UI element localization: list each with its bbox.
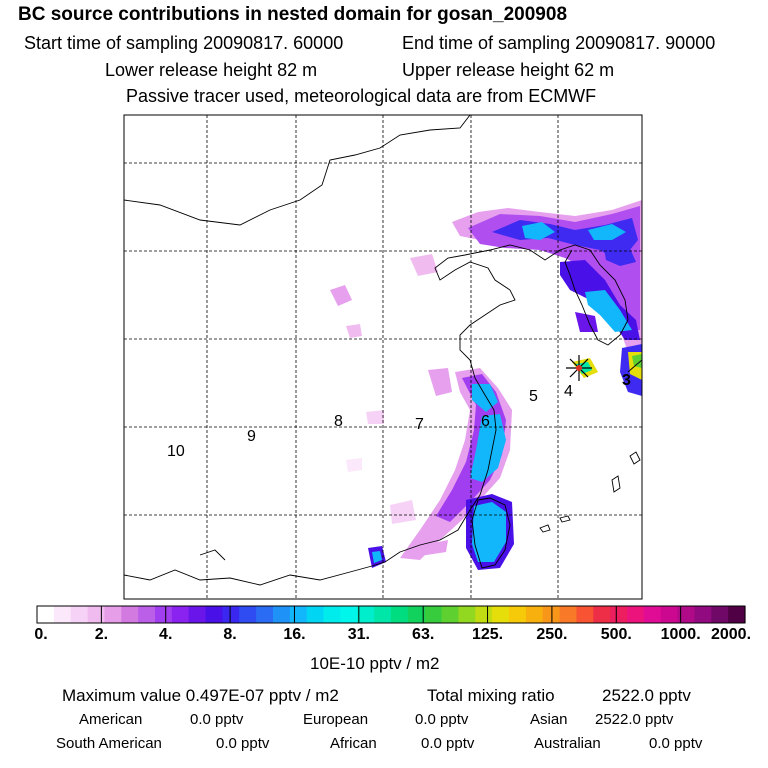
asian-label: Asian <box>530 711 568 728</box>
region-label: 9 <box>247 428 256 445</box>
region-label: 7 <box>415 416 424 433</box>
colorbar-cell <box>239 606 257 623</box>
african-label: African <box>330 735 377 752</box>
colorbar-tick-label: 125. <box>471 626 504 643</box>
colorbar-cell <box>660 606 679 623</box>
colorbar-cell <box>340 606 358 623</box>
colorbar-cell <box>525 606 544 623</box>
colorbar-cell <box>222 606 240 623</box>
colorbar-cell <box>677 606 696 623</box>
colorbar-cell <box>171 606 190 623</box>
colorbar-cell <box>559 606 578 623</box>
colorbar-units: 10E-10 pptv / m2 <box>310 654 440 673</box>
region-label: 4 <box>564 383 573 400</box>
end-time: End time of sampling 20090817. 90000 <box>402 33 716 53</box>
colorbar-cell <box>643 606 662 623</box>
plot-title: BC source contributions in nested domain… <box>18 4 568 25</box>
colorbar-tick-label: 2. <box>94 626 109 643</box>
colorbar-cell <box>424 606 443 623</box>
region-label: 8 <box>334 413 343 430</box>
colorbar-cell <box>627 606 645 623</box>
region-label: 10 <box>167 443 185 460</box>
region-labels: 10 9 8 7 6 5 4 3 <box>167 372 631 460</box>
colorbar-cell <box>155 606 173 623</box>
european-value: 0.0 pptv <box>415 711 469 728</box>
colorbar-tick-label: 500. <box>600 626 632 643</box>
american-label: American <box>79 711 143 728</box>
colorbar-cell <box>289 606 308 623</box>
colorbar-cell <box>87 606 106 623</box>
graticule <box>124 115 642 599</box>
colorbar-cell <box>441 606 460 623</box>
colorbar-cell <box>576 606 594 623</box>
upper-release-height: Upper release height 62 m <box>402 60 615 80</box>
asian-value: 2522.0 pptv <box>595 711 674 728</box>
colorbar-cell <box>458 606 476 623</box>
colorbar-cell <box>391 606 409 623</box>
colorbar-cell <box>728 606 746 623</box>
colorbar-cell <box>593 606 611 623</box>
australian-label: Australian <box>534 735 601 752</box>
colorbar-cells <box>37 606 746 623</box>
south-american-value: 0.0 pptv <box>216 735 270 752</box>
colorbar-cell <box>37 606 55 623</box>
total-mixing-label: Total mixing ratio <box>427 686 555 705</box>
colorbar-tick-label: 0. <box>34 626 48 643</box>
max-value: Maximum value 0.497E-07 pptv / m2 <box>62 686 339 705</box>
european-label: European <box>303 711 369 728</box>
colorbar-cell <box>509 606 527 623</box>
australian-value: 0.0 pptv <box>649 735 703 752</box>
lower-release-height: Lower release height 82 m <box>105 60 318 80</box>
colorbar-cell <box>256 606 274 623</box>
colorbar-tick-label: 16. <box>283 626 306 643</box>
colorbar-tick-label: 250. <box>536 626 568 643</box>
colorbar-cell <box>323 606 342 623</box>
colorbar-cell <box>121 606 139 623</box>
tracer-note: Passive tracer used, meteorological data… <box>126 86 597 106</box>
map-frame <box>123 114 643 600</box>
receptor-marker <box>566 355 592 381</box>
colorbar-cell <box>273 606 291 623</box>
colorbar-cell <box>138 606 156 623</box>
colorbar-cell <box>306 606 325 623</box>
colorbar-cell <box>53 606 72 623</box>
african-value: 0.0 pptv <box>421 735 475 752</box>
colorbar-tick-label: 8. <box>223 626 237 643</box>
region-label: 5 <box>529 388 538 405</box>
colorbar-tick-label: 4. <box>159 626 173 643</box>
colorbar-cell <box>610 606 628 623</box>
total-mixing-value: 2522.0 pptv <box>602 686 691 705</box>
colorbar-tick-label: 2000. <box>710 626 752 643</box>
colorbar-tick-label: 31. <box>347 626 370 643</box>
colorbar-cell <box>374 606 392 623</box>
colorbar-cell <box>694 606 712 623</box>
colorbar-cell <box>70 606 89 623</box>
colorbar-cell <box>407 606 426 623</box>
south-american-label: South American <box>56 735 162 752</box>
colorbar-cell <box>357 606 375 623</box>
region-label: 3 <box>622 372 631 389</box>
colorbar-cell <box>205 606 224 623</box>
colorbar-tick-label: 1000. <box>660 626 701 643</box>
colorbar-cell <box>104 606 122 623</box>
start-time: Start time of sampling 20090817. 60000 <box>24 33 344 53</box>
colorbar-cell <box>475 606 493 623</box>
region-label: 6 <box>481 413 490 430</box>
colorbar-cell <box>492 606 510 623</box>
colorbar-cell <box>188 606 207 623</box>
colorbar-cell <box>711 606 729 623</box>
american-value: 0.0 pptv <box>190 711 244 728</box>
colorbar-tick-label: 63. <box>412 626 435 643</box>
